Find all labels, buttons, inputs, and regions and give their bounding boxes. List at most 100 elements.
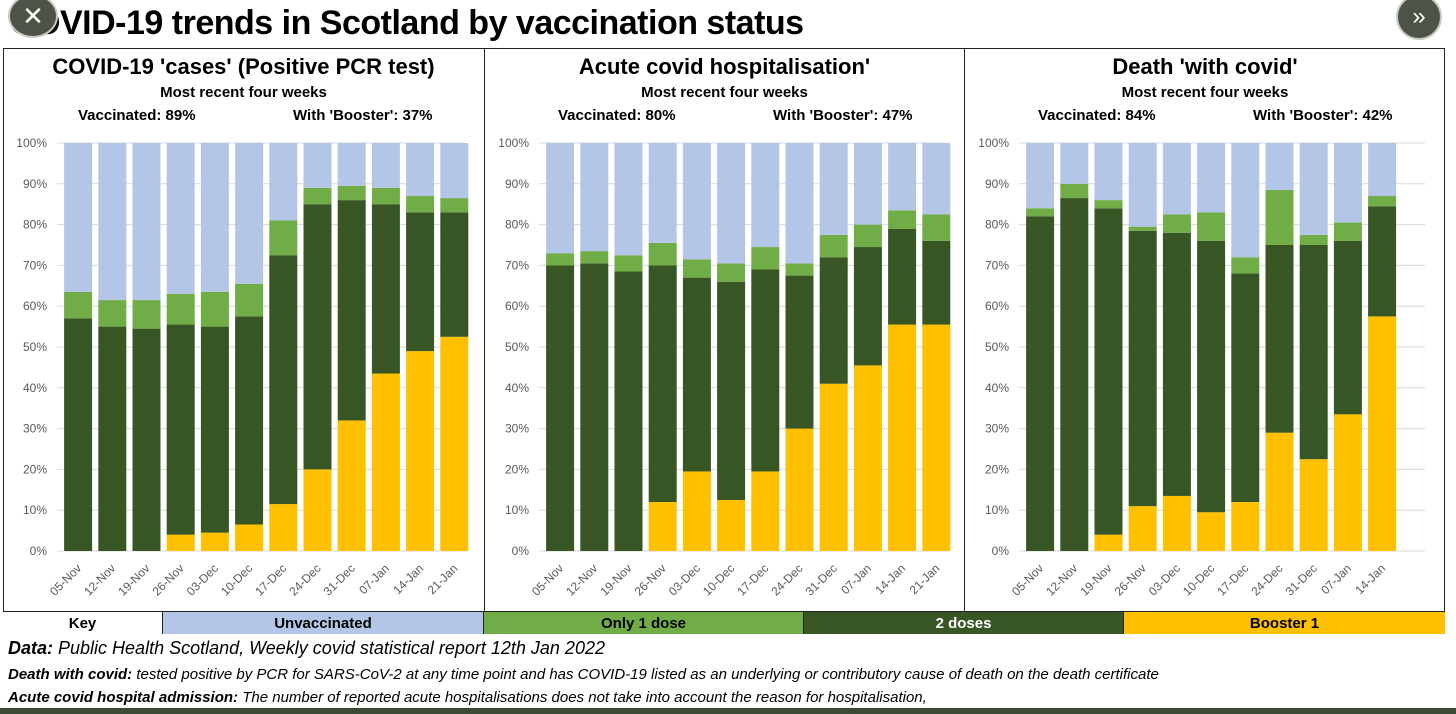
y-tick-label: 40%	[23, 381, 47, 395]
bar-segment	[546, 265, 575, 551]
x-tick-label: 17-Dec	[1214, 561, 1251, 598]
data-source-note: Data: Public Health Scotland, Weekly cov…	[8, 638, 605, 659]
bar-segment	[1333, 414, 1362, 551]
bar-segment	[406, 196, 435, 213]
bar-segment	[1197, 240, 1226, 513]
bar-segment	[1128, 230, 1157, 507]
x-tick-label: 03-Dec	[184, 561, 221, 598]
death-definition-text: tested positive by PCR for SARS-CoV-2 at…	[132, 666, 1159, 683]
bar-segment	[1231, 257, 1260, 274]
x-tick-label: 07-Jan	[1318, 561, 1354, 597]
hospitalisation-chart: 0%10%20%30%40%50%60%70%80%90%100%05-Nov1…	[498, 136, 951, 598]
bar-segment	[751, 471, 780, 551]
death-chart: 0%10%20%30%40%50%60%70%80%90%100%05-Nov1…	[978, 136, 1425, 598]
bar-segment	[1094, 143, 1123, 201]
x-tick-label: 26-Nov	[632, 561, 669, 598]
panel-title: Acute covid hospitalisation'	[578, 54, 871, 79]
bar-segment	[888, 324, 917, 551]
bar-segment	[1299, 143, 1328, 235]
y-tick-label: 90%	[23, 177, 47, 191]
bar-segment	[785, 275, 814, 429]
bar-segment	[371, 204, 400, 374]
y-tick-label: 80%	[505, 218, 529, 232]
x-tick-label: 19-Nov	[1077, 561, 1114, 598]
close-button[interactable]: ✕	[8, 0, 58, 38]
bar-segment	[922, 143, 951, 215]
y-tick-label: 0%	[30, 544, 48, 558]
bar-segment	[1265, 245, 1294, 433]
y-tick-label: 100%	[978, 136, 1009, 150]
close-icon: ✕	[22, 0, 44, 31]
bar-segment	[64, 143, 93, 292]
bar-segment	[819, 383, 848, 551]
bar-segment	[922, 324, 951, 551]
bar-segment	[819, 234, 848, 258]
y-tick-label: 30%	[505, 422, 529, 436]
panel-title: Death 'with covid'	[1112, 54, 1298, 79]
death-panel: Death 'with covid' Most recent four week…	[965, 48, 1445, 611]
page-title: COVID-19 trends in Scotland by vaccinati…	[10, 4, 804, 42]
x-tick-label: 05-Nov	[1009, 561, 1046, 598]
panel-subtitle: Most recent four weeks	[641, 84, 808, 101]
bar-segment	[1162, 495, 1191, 551]
y-tick-label: 30%	[985, 422, 1009, 436]
hospital-definition-text: The number of reported acute hospitalisa…	[238, 689, 927, 706]
legend-key: Key Unvaccinated Only 1 dose 2 doses Boo…	[3, 611, 1445, 634]
bar-segment	[371, 187, 400, 205]
bar-segment	[1162, 232, 1191, 496]
bar-segment	[648, 265, 677, 503]
bar-segment	[371, 143, 400, 188]
bar-segment	[1094, 208, 1123, 535]
bar-segment	[235, 316, 264, 525]
y-tick-label: 20%	[985, 462, 1009, 476]
bar-segment	[235, 143, 264, 284]
bottom-bar	[0, 708, 1456, 714]
panel-subtitle: Most recent four weeks	[1121, 84, 1289, 101]
legend-booster: Booster 1	[1124, 612, 1445, 634]
y-tick-label: 0%	[992, 544, 1010, 558]
next-button[interactable]: »	[1396, 0, 1442, 40]
bar-segment	[1128, 506, 1157, 551]
bar-segment	[853, 143, 882, 225]
x-tick-label: 17-Dec	[252, 561, 289, 598]
vaccinated-stat: Vaccinated: 80%	[558, 107, 676, 124]
x-tick-label: 26-Nov	[1112, 561, 1149, 598]
bar-segment	[1026, 216, 1055, 551]
x-tick-label: 24-Dec	[768, 561, 805, 598]
bar-segment	[785, 263, 814, 276]
bar-segment	[648, 502, 677, 551]
bar-segment	[614, 255, 643, 272]
bar-segment	[1333, 240, 1362, 415]
bar-segment	[337, 200, 366, 421]
legend-one-dose: Only 1 dose	[484, 612, 804, 634]
bar-segment	[1231, 502, 1260, 551]
bar-segment	[580, 143, 609, 252]
bar-segment	[269, 143, 298, 221]
y-tick-label: 30%	[23, 422, 47, 436]
death-definition-label: Death with covid:	[8, 666, 133, 683]
bar-segment	[440, 143, 469, 199]
cases-panel: COVID-19 'cases' (Positive PCR test) Mos…	[3, 48, 485, 611]
cases-chart: 0%10%20%30%40%50%60%70%80%90%100%05-Nov1…	[16, 136, 469, 598]
x-tick-label: 24-Dec	[286, 561, 323, 598]
bar-segment	[132, 300, 161, 329]
y-tick-label: 70%	[23, 258, 47, 272]
bar-segment	[1265, 189, 1294, 245]
bar-segment	[580, 263, 609, 551]
bar-segment	[580, 251, 609, 264]
y-tick-label: 20%	[505, 462, 529, 476]
bar-segment	[546, 253, 575, 266]
x-tick-label: 10-Dec	[1180, 561, 1217, 598]
bar-segment	[751, 247, 780, 270]
bar-segment	[1265, 432, 1294, 551]
y-tick-label: 60%	[985, 299, 1009, 313]
y-tick-label: 70%	[985, 258, 1009, 272]
bar-segment	[98, 300, 127, 327]
hospital-definition-label: Acute covid hospital admission:	[8, 689, 239, 706]
bar-segment	[1299, 459, 1328, 551]
bar-segment	[406, 143, 435, 197]
bar-segment	[303, 143, 332, 188]
bar-segment	[1060, 183, 1089, 199]
bar-segment	[717, 500, 746, 551]
x-tick-label: 31-Dec	[1283, 561, 1320, 598]
